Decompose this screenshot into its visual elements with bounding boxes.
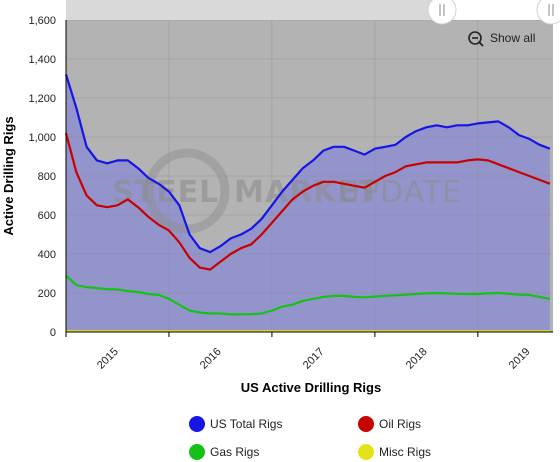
y-tick-label: 1,200 — [28, 93, 56, 105]
show-all-label[interactable]: Show all — [490, 31, 535, 45]
x-tick-label: 2017 — [301, 346, 327, 372]
total-rigs-area — [66, 74, 550, 332]
y-tick-label: 0 — [50, 327, 56, 339]
legend-item[interactable]: Gas Rigs — [189, 444, 259, 460]
legend-item[interactable]: Misc Rigs — [358, 444, 431, 460]
legend-item[interactable]: Oil Rigs — [358, 416, 421, 432]
legend-marker-icon — [189, 416, 205, 432]
zoom-out-icon — [468, 31, 482, 45]
legend-label: Oil Rigs — [379, 417, 421, 431]
y-axis-title: Active Drilling Rigs — [1, 116, 16, 235]
watermark-steel: STEEL — [112, 175, 219, 210]
y-tick-label: 200 — [38, 288, 56, 300]
legend-label: Gas Rigs — [210, 445, 259, 459]
watermark-market: MARKET — [234, 175, 380, 210]
series-line-gas-rigs — [65, 274, 551, 316]
series-line-oil-rigs — [64, 132, 551, 271]
x-tick-label: 2015 — [95, 346, 121, 372]
y-tick-label: 600 — [38, 210, 56, 222]
x-tick-label: 2018 — [404, 346, 430, 372]
y-tick-label: 800 — [38, 171, 56, 183]
watermark-update: UPDATE — [338, 175, 462, 210]
legend-label: US Total Rigs — [210, 417, 282, 431]
legend-marker-icon — [358, 444, 374, 460]
legend-label: Misc Rigs — [379, 445, 431, 459]
x-axis-ticks: 2015 2016 2017 2018 2019 — [65, 332, 533, 372]
watermark: STEEL MARKET UPDATE — [112, 148, 462, 234]
navigator-selection[interactable] — [442, 0, 553, 20]
x-tick-label: 2016 — [198, 346, 224, 372]
navigator-left-handle[interactable] — [427, 0, 457, 25]
range-navigator[interactable] — [66, 0, 560, 25]
legend-marker-icon — [189, 444, 205, 460]
y-tick-label: 400 — [38, 249, 56, 261]
legend-marker-icon — [358, 416, 374, 432]
legend-item[interactable]: US Total Rigs — [189, 416, 282, 432]
show-all-button[interactable]: Show all — [468, 31, 535, 47]
y-tick-label: 1,600 — [28, 15, 56, 27]
y-tick-label: 1,400 — [28, 54, 56, 66]
zoom-out-handle-icon — [478, 41, 484, 47]
x-axis-title: US Active Drilling Rigs — [241, 380, 381, 395]
x-tick-label: 2019 — [507, 346, 533, 372]
legend: US Total Rigs Oil Rigs Gas Rigs Misc Rigs — [189, 416, 431, 460]
y-axis-ticks: 0 200 400 600 800 1,000 1,200 1,400 1,600 — [28, 15, 56, 339]
y-tick-label: 1,000 — [28, 132, 56, 144]
series-line-us-total-rigs — [64, 74, 551, 254]
